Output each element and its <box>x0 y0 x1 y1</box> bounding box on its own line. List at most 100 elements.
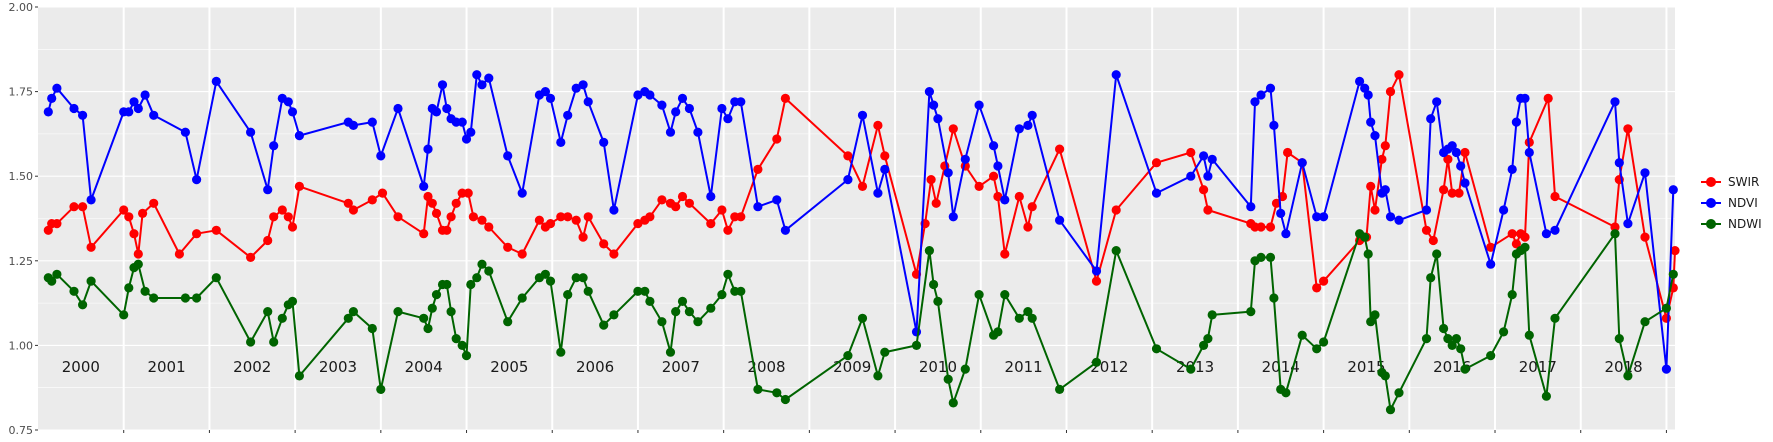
swir-point <box>1111 205 1121 215</box>
swir-point <box>1421 225 1432 235</box>
ndwi-point <box>1520 242 1530 252</box>
ndwi-point <box>1111 246 1121 256</box>
swir-point <box>706 219 716 229</box>
swir-point <box>69 202 79 212</box>
ndvi-point <box>780 225 791 235</box>
ndvi-point <box>583 97 593 107</box>
swir-point <box>1385 87 1396 97</box>
ndvi-point <box>466 127 476 137</box>
ndvi-point <box>43 107 53 117</box>
ndvi-point <box>457 117 467 127</box>
swir-point <box>377 188 388 198</box>
swir-point <box>451 198 461 208</box>
ndwi-point <box>993 327 1003 337</box>
ndvi-point <box>1111 70 1121 80</box>
ndwi-point <box>149 293 159 303</box>
swir-point <box>1543 93 1553 103</box>
ndvi-point <box>442 103 452 114</box>
swir-point <box>138 208 148 218</box>
swir-point <box>484 222 494 232</box>
ndwi-point <box>140 286 150 296</box>
ndwi-point <box>180 293 190 303</box>
ndvi-point <box>484 73 494 83</box>
ndvi-point <box>283 97 293 107</box>
swir-point <box>772 134 782 144</box>
swir-point <box>517 249 527 259</box>
ndvi-point <box>599 137 609 147</box>
ndwi-point <box>578 273 588 283</box>
ndvi-point <box>563 110 573 120</box>
ndvi-point <box>717 103 727 114</box>
ndvi-point <box>294 131 304 141</box>
y-tick-label: 0.75 <box>9 424 34 437</box>
ndvi-point <box>1426 114 1436 124</box>
swir-point <box>343 198 353 208</box>
year-label: 2009 <box>833 358 871 376</box>
swir-point <box>974 181 984 191</box>
ndwi-point <box>503 317 513 327</box>
ndvi-point <box>556 137 566 147</box>
swir-point <box>277 205 287 215</box>
ndvi-point <box>873 188 883 198</box>
ndvi-point <box>645 90 655 100</box>
ndwi-point <box>1091 357 1102 367</box>
ndwi-point <box>1541 391 1551 401</box>
ndvi-point <box>1499 205 1509 215</box>
ndwi-point <box>1394 388 1404 398</box>
ndwi-point <box>1027 313 1037 323</box>
ndwi-point <box>263 307 273 317</box>
swir-point <box>294 181 304 191</box>
ndwi-point <box>706 303 716 313</box>
swir-point <box>1283 147 1293 158</box>
ndwi-point <box>1460 364 1470 374</box>
swir-point <box>287 222 298 232</box>
swir-point <box>477 215 487 225</box>
ndwi-point <box>1623 371 1633 381</box>
legend-label: SWIR <box>1728 175 1759 189</box>
swir-point <box>1670 246 1680 256</box>
ndwi-point <box>376 384 386 394</box>
y-tick-label: 2.00 <box>9 1 34 14</box>
ndvi-point <box>578 80 588 90</box>
ndwi-point <box>540 269 551 279</box>
swir-point <box>684 198 695 208</box>
swir-point <box>1370 205 1380 215</box>
swir-point <box>736 212 746 222</box>
ndwi-point <box>1426 273 1436 283</box>
year-label: 2000 <box>62 358 100 376</box>
ndwi-point <box>1524 330 1534 340</box>
ndwi-point <box>960 364 970 374</box>
ndvi-point <box>86 195 96 205</box>
swir-point <box>503 242 513 252</box>
ndvi-point <box>960 154 970 164</box>
ndvi-point <box>472 70 482 80</box>
swir-point <box>1027 202 1037 212</box>
ndwi-point <box>583 286 593 296</box>
ndwi-point <box>1370 310 1380 320</box>
swir-point <box>857 181 868 191</box>
year-label: 2010 <box>919 358 957 376</box>
ndvi-point <box>1027 110 1037 120</box>
ndwi-point <box>1265 252 1276 262</box>
ndvi-point <box>1246 202 1256 212</box>
ndvi-point <box>419 181 429 191</box>
swir-point <box>599 239 609 249</box>
swir-point <box>1319 276 1329 286</box>
ndvi-point <box>1623 219 1633 229</box>
swir-point <box>129 229 139 239</box>
swir-point <box>1486 242 1496 252</box>
legend-label: NDVI <box>1728 196 1758 210</box>
y-tick-label: 1.25 <box>9 255 34 268</box>
ndwi-point <box>1443 334 1453 344</box>
swir-point <box>1312 283 1322 293</box>
ndwi-point <box>423 323 433 334</box>
ndwi-point <box>446 307 456 317</box>
ndwi-point <box>427 303 437 313</box>
swir-point <box>1511 239 1521 249</box>
ndwi-point <box>571 273 581 283</box>
swir-point <box>1199 185 1209 195</box>
ndvi-point <box>1319 212 1329 222</box>
series-ndvi <box>43 70 1678 374</box>
ndvi-point <box>1380 185 1390 195</box>
ndwi-point <box>133 259 143 269</box>
